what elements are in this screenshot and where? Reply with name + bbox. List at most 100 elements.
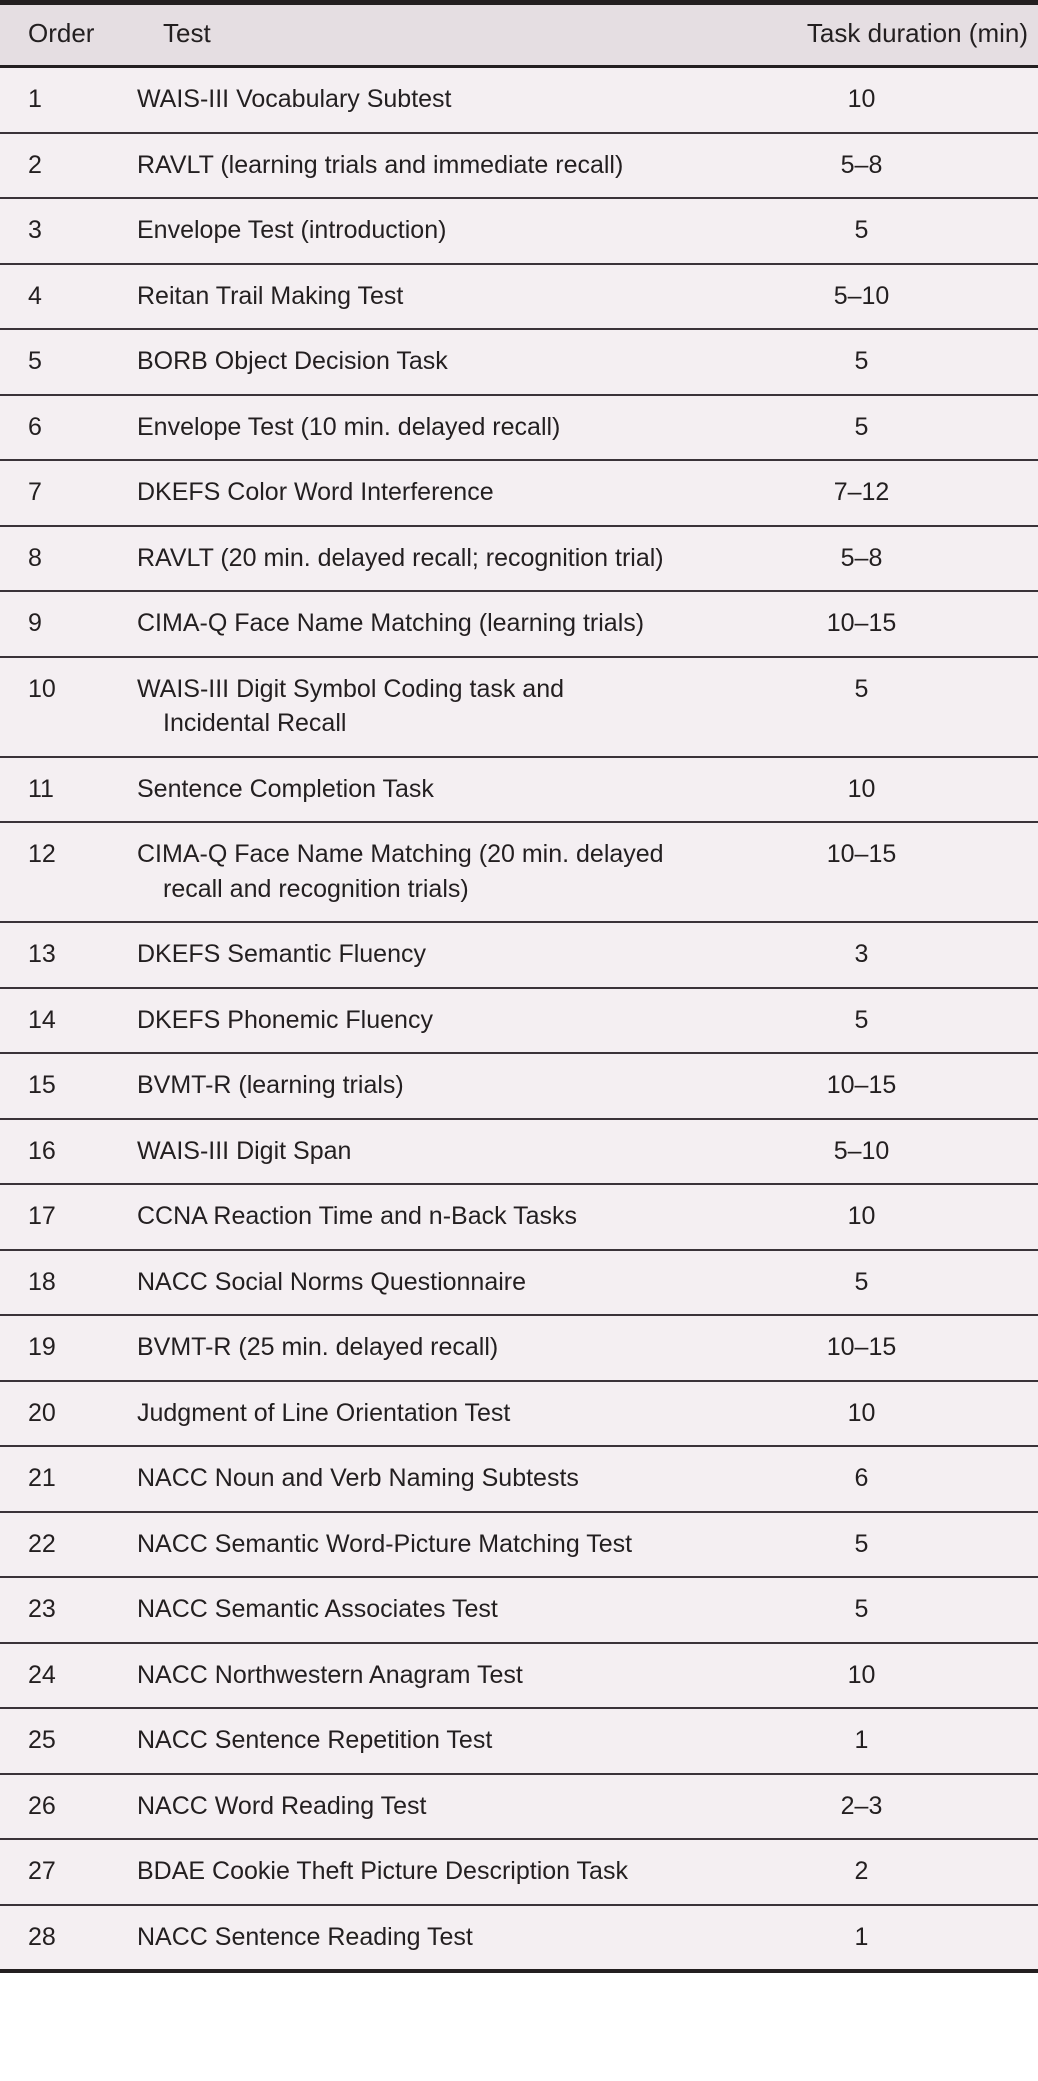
- table-row: 24 NACC Northwestern Anagram Test 10: [0, 1642, 1038, 1709]
- table-row: 27 BDAE Cookie Theft Picture Description …: [0, 1839, 1038, 1906]
- cell-order: 11: [0, 756, 145, 823]
- table-row: 2 RAVLT (learning trials and immediate re…: [0, 132, 1038, 199]
- cell-order: 3: [0, 198, 145, 265]
- test-name-text: CCNA Reaction Time and n-Back Tasks: [137, 1202, 578, 1230]
- table-row: 15 BVMT-R (learning trials) 10–15: [0, 1053, 1038, 1120]
- table-row: 10 WAIS-III Digit Symbol Coding task and …: [0, 656, 1038, 758]
- cell-order: 9: [0, 591, 145, 658]
- cell-task-duration: 5: [735, 1577, 1038, 1644]
- table-row: 3 Envelope Test (introduction) 5: [0, 198, 1038, 265]
- table-row: 22 NACC Semantic Word-Picture Matching Te…: [0, 1511, 1038, 1578]
- cell-test-name: DKEFS Phonemic Fluency: [137, 987, 735, 1054]
- table-row: 5 BORB Object Decision Task 5: [0, 329, 1038, 396]
- test-name-text: DKEFS Color Word Interference: [137, 478, 494, 506]
- cell-task-duration: 10: [735, 66, 1038, 134]
- column-header-test: Test: [145, 5, 735, 68]
- header-row: Order Test Task duration (min): [0, 5, 1038, 68]
- cell-test-name: BORB Object Decision Task: [137, 329, 735, 396]
- cell-order: 10: [0, 656, 145, 758]
- table-row: 13 DKEFS Semantic Fluency 3: [0, 922, 1038, 989]
- cell-test-name: CIMA-Q Face Name Matching (learning tria…: [137, 591, 735, 658]
- cell-task-duration: 5: [735, 656, 1038, 758]
- cell-test-name: CCNA Reaction Time and n-Back Tasks: [137, 1184, 735, 1251]
- cell-test-name: NACC Semantic Associates Test: [137, 1577, 735, 1644]
- cell-test-name: Envelope Test (introduction): [137, 198, 735, 265]
- test-name-text: RAVLT (learning trials and immediate rec…: [137, 150, 624, 179]
- cell-test-name: RAVLT (20 min. delayed recall; recogniti…: [137, 525, 735, 592]
- cell-order: 17: [0, 1184, 145, 1251]
- cell-task-duration: 1: [854, 1922, 869, 1951]
- cell-order: 6: [0, 394, 145, 461]
- test-name-text: Reitan Trail Making Test: [137, 281, 404, 310]
- cell-order: 12: [0, 822, 145, 923]
- column-header-task-duration: Task duration (min): [735, 5, 1038, 68]
- cell-test-name: BDAE Cookie Theft Picture Description Ta…: [137, 1839, 735, 1906]
- cell-order: 13: [0, 922, 145, 989]
- table-row: 14 DKEFS Phonemic Fluency 5: [0, 987, 1038, 1054]
- test-name-text: BVMT-R (learning trials): [137, 1071, 404, 1099]
- cell-order: 8: [0, 525, 145, 592]
- cell-task-duration: 5: [735, 394, 1038, 461]
- cell-task-duration: 10–15: [735, 591, 1038, 658]
- cell-test-name: NACC Noun and Verb Naming Subtests: [137, 1446, 735, 1513]
- cell-order: 25: [0, 1708, 145, 1775]
- cell-task-duration: 10: [735, 1380, 1038, 1447]
- table-row: 8 RAVLT (20 min. delayed recall; recognit…: [0, 525, 1038, 592]
- cell-task-duration: 10–15: [735, 822, 1038, 923]
- cell-task-duration: 5: [735, 329, 1038, 396]
- test-name-text: NACC Sentence Repetition Test: [137, 1726, 493, 1754]
- table-row: 20 Judgment of Line Orientation Test 10: [0, 1380, 1038, 1447]
- test-name-text: NACC Sentence Reading Test: [137, 1922, 473, 1951]
- test-name-text: BDAE Cookie Theft Picture Description Ta…: [137, 1857, 628, 1885]
- test-name-text: WAIS-III Digit Span: [137, 1136, 352, 1165]
- cell-order: 1: [0, 66, 145, 134]
- cell-task-duration: 2: [735, 1839, 1038, 1906]
- test-name-text: NACC Social Norms Questionnaire: [137, 1267, 527, 1296]
- cell-order: 4: [0, 263, 145, 330]
- cell-task-duration: 5–10: [735, 263, 1038, 330]
- table-row: 18 NACC Social Norms Questionnaire 5: [0, 1249, 1038, 1316]
- test-name-text: Envelope Test (10 min. delayed recall): [137, 412, 561, 441]
- cell-order: 28: [28, 1922, 56, 1951]
- cell-test-name: NACC Social Norms Questionnaire: [137, 1249, 735, 1316]
- test-name-text: WAIS-III Vocabulary Subtest: [137, 85, 452, 113]
- cell-task-duration: 5–10: [735, 1118, 1038, 1185]
- cell-task-duration: 2–3: [735, 1773, 1038, 1840]
- cell-order: 24: [0, 1642, 145, 1709]
- table-row: 23 NACC Semantic Associates Test 5: [0, 1577, 1038, 1644]
- test-name-text: RAVLT (20 min. delayed recall; recogniti…: [137, 543, 664, 572]
- table-row: 4 Reitan Trail Making Test 5–10: [0, 263, 1038, 330]
- table-row: 26 NACC Word Reading Test 2–3: [0, 1773, 1038, 1840]
- cell-order: 26: [0, 1773, 145, 1840]
- table-row: 11 Sentence Completion Task 10: [0, 756, 1038, 823]
- cell-test-name: BVMT-R (learning trials): [137, 1053, 735, 1120]
- cell-order: 14: [0, 987, 145, 1054]
- cell-task-duration: 5–8: [735, 525, 1038, 592]
- table-row: 25 NACC Sentence Repetition Test 1: [0, 1708, 1038, 1775]
- cell-order: 19: [0, 1315, 145, 1382]
- cell-test-name: Sentence Completion Task: [137, 756, 735, 823]
- table-row: 12 CIMA-Q Face Name Matching (20 min. del…: [0, 822, 1038, 923]
- cell-test-name: NACC Sentence Repetition Test: [137, 1708, 735, 1775]
- cell-task-duration: 6: [735, 1446, 1038, 1513]
- cell-order: 2: [0, 132, 145, 199]
- cell-test-name: Reitan Trail Making Test: [137, 263, 735, 330]
- cell-order: 7: [0, 460, 145, 527]
- cell-test-name: NACC Northwestern Anagram Test: [137, 1642, 735, 1709]
- test-name-text: WAIS-III Digit Symbol Coding task and In…: [137, 674, 565, 738]
- test-name-text: NACC Noun and Verb Naming Subtests: [137, 1464, 579, 1492]
- cell-order: 21: [0, 1446, 145, 1513]
- table-row: 17 CCNA Reaction Time and n-Back Tasks 10: [0, 1184, 1038, 1251]
- cell-test-name: RAVLT (learning trials and immediate rec…: [137, 132, 735, 199]
- table-header: Order Test Task duration (min): [0, 5, 1038, 68]
- test-name-text: CIMA-Q Face Name Matching (learning tria…: [137, 609, 645, 637]
- test-name-text: BVMT-R (25 min. delayed recall): [137, 1333, 499, 1361]
- cell-test-name: Envelope Test (10 min. delayed recall): [137, 394, 735, 461]
- cell-test-name: DKEFS Semantic Fluency: [137, 922, 735, 989]
- table-row: 16 WAIS-III Digit Span 5–10: [0, 1118, 1038, 1185]
- cell-task-duration: 5: [735, 1249, 1038, 1316]
- test-name-text: NACC Semantic Associates Test: [137, 1595, 498, 1623]
- test-name-text: DKEFS Semantic Fluency: [137, 940, 426, 968]
- table-row: 6 Envelope Test (10 min. delayed recall) 5: [0, 394, 1038, 461]
- test-name-text: BORB Object Decision Task: [137, 347, 448, 375]
